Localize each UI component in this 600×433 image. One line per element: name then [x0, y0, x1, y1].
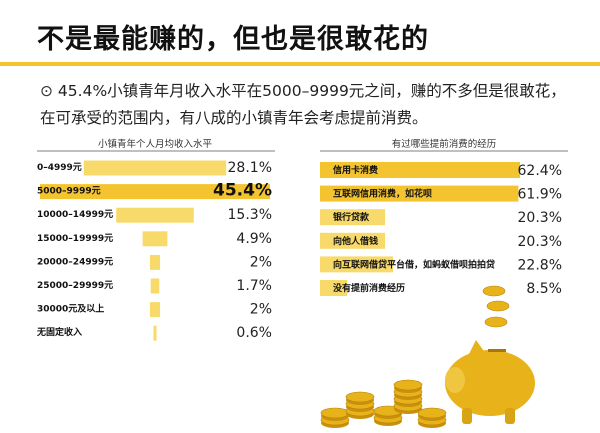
income-bar [83, 160, 227, 176]
coin-shape [417, 407, 447, 419]
prepay-category-label: 向他人借钱 [333, 235, 378, 247]
prepay-value-label: 8.5% [526, 281, 562, 297]
prepay-value-label: 61.9% [518, 187, 562, 203]
coin-shape [345, 391, 375, 403]
pig-body [445, 350, 535, 416]
income-bar [149, 254, 161, 270]
prepay-value-label: 62.4% [518, 163, 562, 179]
prepay-category-label: 银行贷款 [333, 211, 370, 223]
prepay-bar [320, 280, 348, 296]
intro-text: 45.4%小镇青年月收入水平在5000–9999元之间，赚的不多但是很敢花，在可… [40, 82, 566, 127]
pig-snout [445, 367, 465, 393]
income-category-label: 0–4999元 [37, 162, 82, 173]
income-category-label: 10000–14999元 [37, 209, 113, 220]
title-underline [0, 62, 600, 66]
prepay-bar [320, 185, 519, 202]
falling-coin [484, 316, 508, 328]
coin-shape [320, 407, 350, 419]
income-value-label: 2% [250, 302, 272, 318]
prepay-category-label: 信用卡消费 [333, 164, 378, 176]
income-category-label: 15000–19999元 [37, 233, 113, 244]
income-bar [150, 278, 160, 294]
prepay-bar [320, 209, 386, 226]
income-category-label: 无固定收入 [36, 326, 82, 338]
income-value-label: 1.7% [236, 278, 272, 294]
prepay-value-label: 20.3% [518, 234, 562, 250]
income-value-label: 45.4% [213, 181, 272, 201]
income-value-label: 0.6% [236, 325, 272, 341]
falling-coin [486, 300, 510, 312]
income-value-label: 15.3% [228, 207, 272, 223]
piggy-bank-illustration [445, 285, 535, 424]
left-chart-title: 小镇青年个人月均收入水平 [98, 138, 213, 150]
intro-paragraph: ⊙ 45.4%小镇青年月收入水平在5000–9999元之间，赚的不多但是很敢花，… [40, 78, 580, 132]
income-value-label: 4.9% [236, 231, 272, 247]
income-category-label: 25000–29999元 [37, 280, 113, 291]
prepay-value-label: 20.3% [518, 210, 562, 226]
coin-stack-illustration [320, 379, 447, 428]
prepay-category-label: 互联网信用消费，如花呗 [333, 188, 432, 200]
income-category-label: 30000元及以上 [37, 303, 104, 315]
prepay-value-label: 22.8% [518, 257, 562, 273]
income-bar [142, 231, 168, 247]
prepay-category-label: 向互联网借贷平台借，如蚂蚁借呗拍拍贷 [333, 258, 495, 270]
income-category-label: 5000–9999元 [37, 186, 101, 197]
income-category-label: 20000–24999元 [37, 256, 113, 267]
pig-leg [462, 408, 472, 424]
income-bar [40, 184, 270, 200]
income-value-label: 2% [250, 254, 272, 270]
income-bar [116, 207, 194, 223]
page-title: 不是最能赚的，但也是很敢花的 [37, 24, 429, 55]
income-value-label: 28.1% [228, 160, 272, 176]
prepay-bar [320, 256, 394, 273]
pig-leg [505, 408, 515, 424]
prepay-bar [320, 232, 386, 249]
bullet-icon: ⊙ [40, 82, 53, 100]
pig-ear [468, 340, 486, 356]
coin-shape [393, 379, 423, 391]
income-bar [149, 302, 161, 318]
prepay-category-label: 没有提前消费经历 [333, 282, 405, 294]
right-chart-title: 有过哪些提前消费的经历 [392, 138, 497, 150]
prepay-bar [320, 162, 520, 178]
pig-slot [488, 349, 506, 352]
income-bar [153, 325, 157, 341]
falling-coin [482, 285, 506, 297]
income-chart: 小镇青年个人月均收入水平 0–4999元 28.1% 5000–9999元 45.4% 1… [36, 138, 275, 341]
